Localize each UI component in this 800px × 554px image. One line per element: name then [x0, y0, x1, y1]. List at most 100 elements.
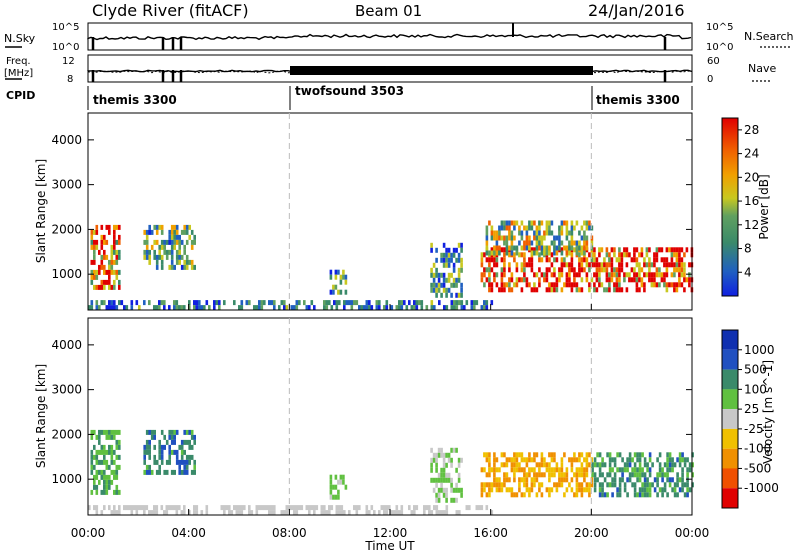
echo-cell [490, 267, 494, 273]
echo-cell [548, 230, 551, 236]
echo-cell [550, 240, 554, 246]
echo-cell [558, 467, 561, 473]
echo-cell [593, 262, 596, 268]
echo-cell [378, 510, 381, 516]
echo-cell [108, 479, 111, 485]
echo-cell [510, 492, 514, 498]
echo-cell [410, 510, 414, 516]
echo-cell [545, 277, 549, 283]
echo-cell [580, 287, 584, 293]
echo-cell [183, 264, 186, 270]
echo-cell [665, 247, 669, 253]
echo-cell [295, 300, 299, 306]
echo-cell [342, 274, 345, 280]
echo-cell [681, 452, 684, 458]
echo-cell [593, 282, 596, 288]
echo-cell [595, 267, 599, 273]
echo-cell [520, 287, 524, 293]
echo-cell [683, 492, 687, 498]
echo-cell [430, 477, 433, 483]
echo-cell [528, 472, 531, 478]
nsky-tick-top: 10^5 [52, 22, 79, 33]
echo-cell [457, 292, 461, 298]
echo-cell [353, 505, 356, 511]
echo-cell [663, 482, 667, 488]
echo-cell [158, 305, 161, 311]
echo-cell [545, 230, 549, 236]
echo-cell [118, 254, 121, 260]
echo-cell [445, 477, 448, 483]
echo-cell [646, 477, 649, 483]
echo-cell [681, 477, 684, 483]
echo-cell [548, 462, 551, 468]
echo-cell [168, 429, 171, 435]
echo-cell [100, 444, 104, 450]
echo-cell [535, 250, 539, 256]
echo-cell [113, 239, 116, 245]
echo-cell [455, 247, 458, 253]
echo-cell [493, 457, 496, 463]
echo-cell [588, 452, 591, 458]
echo-cell [150, 469, 154, 475]
echo-cell [553, 482, 556, 488]
echo-cell [661, 477, 664, 483]
echo-cell [193, 234, 196, 240]
echo-cell [603, 477, 607, 483]
echo-cell [523, 472, 526, 478]
echo-cell [488, 492, 491, 498]
echo-cell [188, 224, 191, 230]
echo-cell [173, 429, 176, 435]
echo-cell [583, 472, 586, 478]
echo-cell [590, 245, 594, 251]
echo-cell [400, 505, 404, 511]
echo-cell [636, 457, 639, 463]
echo-cell [615, 277, 619, 283]
echo-cell [540, 220, 544, 226]
echo-cell [295, 305, 299, 311]
echo-cell [585, 272, 589, 278]
echo-cell [570, 235, 574, 241]
echo-cell [578, 230, 581, 236]
echo-cell [110, 510, 114, 516]
colorbar-tick-label: 28 [744, 123, 759, 137]
echo-cell [490, 282, 494, 288]
echo-cell [508, 262, 511, 268]
echo-cell [613, 247, 616, 253]
echo-cell [588, 287, 591, 293]
echo-cell [457, 272, 461, 278]
echo-cell [488, 282, 491, 288]
echo-cell [495, 467, 499, 473]
colorbar-segment [722, 389, 738, 410]
echo-cell [683, 482, 687, 488]
echo-cell [258, 505, 261, 511]
echo-cell [653, 487, 657, 493]
y-tick-label: 2000 [51, 222, 82, 236]
echo-cell [593, 457, 597, 463]
echo-cell [503, 240, 506, 246]
echo-cell [678, 267, 681, 273]
echo-cell [155, 239, 159, 245]
echo-cell [623, 247, 626, 253]
echo-cell [528, 282, 531, 288]
echo-cell [450, 257, 453, 263]
echo-cell [575, 492, 579, 498]
echo-cell [645, 247, 649, 253]
echo-cell [170, 449, 174, 455]
echo-cell [400, 300, 404, 306]
echo-cell [173, 300, 176, 306]
echo-cell [193, 505, 196, 511]
echo-cell [676, 492, 679, 498]
echo-cell [635, 287, 639, 293]
echo-cell [525, 487, 529, 493]
echo-cell [575, 240, 579, 246]
echo-cell [165, 505, 169, 511]
echo-cell [608, 272, 611, 278]
echo-cell [563, 452, 566, 458]
echo-cell [555, 245, 559, 251]
echo-cell [190, 434, 194, 440]
echo-cell [332, 284, 335, 290]
echo-cell [595, 277, 599, 283]
echo-cell [435, 282, 438, 288]
echo-cell [615, 287, 619, 293]
echo-cell [180, 439, 184, 445]
